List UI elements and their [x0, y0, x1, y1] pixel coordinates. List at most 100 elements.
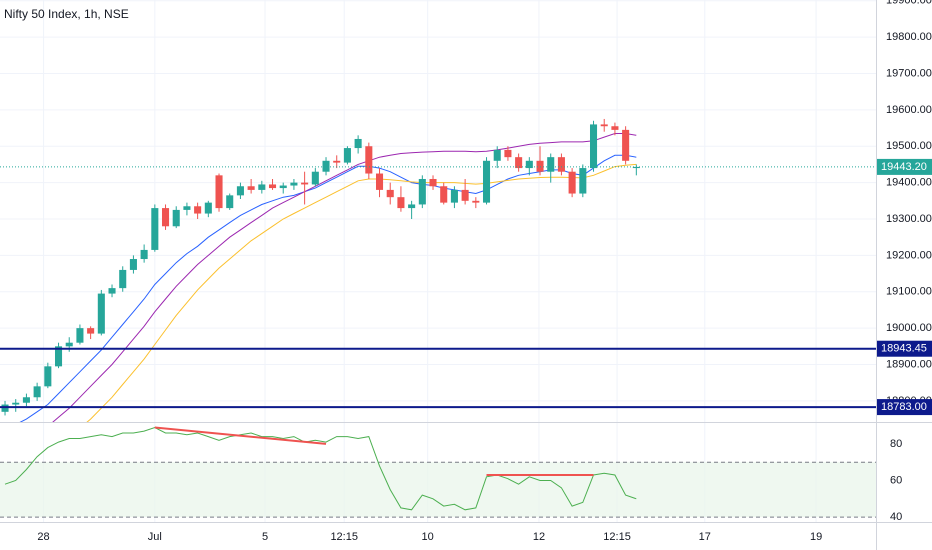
candle-body [504, 149, 512, 158]
x-tick-label: 28 [37, 531, 49, 543]
candle-body [365, 146, 373, 174]
candle-body [258, 184, 266, 190]
candle-body [450, 189, 458, 203]
axes: 18800.0018900.0019000.0019100.0019200.00… [37, 0, 932, 543]
candle-body [322, 160, 330, 172]
y-tick-label: 19700.00 [886, 67, 932, 79]
price-pane [0, 0, 876, 422]
x-tick-label: 12:15 [603, 531, 631, 543]
candle-body [600, 124, 608, 127]
candle-body [119, 269, 127, 289]
candle-body [65, 342, 73, 347]
candle-body [493, 149, 501, 161]
y-tick-label: 19100.00 [886, 286, 932, 298]
candle-body [568, 171, 576, 194]
y-tick-label: 19400.00 [886, 177, 932, 189]
candle-body [22, 397, 30, 403]
candle-body [108, 288, 116, 294]
candle-body [87, 328, 95, 334]
candle-body [343, 148, 351, 163]
candle-body [397, 197, 405, 209]
candle-body [290, 182, 298, 186]
price-label-box [877, 399, 932, 416]
y-tick-label: 19300.00 [886, 213, 932, 225]
chart-title: Nifty 50 Index, 1h, NSE [4, 7, 129, 21]
candle-body [472, 200, 480, 203]
candle-body [97, 293, 105, 334]
candle-body [482, 160, 491, 203]
rsi-band-fill [0, 462, 876, 518]
candle-body [515, 157, 523, 169]
price-label: 18783.00 [881, 401, 927, 413]
candle-body [557, 157, 565, 172]
rsi-tick-label: 40 [890, 511, 902, 523]
candle-body [386, 189, 394, 198]
price-label: 19443.20 [881, 161, 927, 173]
rsi-pane [0, 423, 876, 522]
x-tick-label: 12:15 [330, 531, 358, 543]
candle-body [161, 208, 170, 227]
candle-body [247, 186, 255, 190]
moving-average-line [86, 163, 637, 422]
candle-body [33, 386, 41, 398]
moving-average-line [52, 133, 637, 422]
rsi-tick-label: 60 [890, 474, 902, 486]
candle-body [375, 173, 384, 190]
moving-average-line [19, 154, 637, 422]
candle-body [12, 402, 20, 405]
candle-body [536, 160, 544, 172]
y-tick-label: 19000.00 [886, 322, 932, 334]
candle-body [226, 195, 234, 209]
candle-body [579, 168, 587, 194]
candle-body [311, 171, 319, 185]
price-label: 18943.45 [881, 343, 927, 355]
candle-body [279, 185, 287, 189]
x-tick-label: 10 [422, 531, 434, 543]
y-tick-label: 19800.00 [886, 31, 932, 43]
candle-body [418, 178, 426, 205]
price-label-box [877, 340, 932, 357]
rsi-line [4, 426, 637, 511]
candle-body [268, 184, 277, 189]
x-tick-label: 5 [262, 531, 268, 543]
candle-body [194, 206, 202, 214]
candle-body [236, 186, 244, 196]
candle-body [301, 182, 309, 185]
candle-body [408, 204, 416, 209]
candle-body [183, 206, 191, 210]
y-tick-label: 19900.00 [886, 0, 932, 7]
price-label-box [877, 158, 932, 175]
candle-body [611, 126, 619, 130]
candle-body [215, 175, 223, 209]
candle-body [622, 129, 630, 161]
candle-body [204, 202, 212, 214]
y-tick-label: 19600.00 [886, 104, 932, 116]
rsi-tick-label: 80 [890, 438, 902, 450]
candle-body [440, 186, 448, 203]
candle-body [589, 124, 598, 169]
candle-body [333, 160, 341, 163]
candle-body [461, 189, 469, 201]
x-tick-label: 12 [533, 531, 545, 543]
x-tick-label: 19 [810, 531, 822, 543]
x-tick-label: 17 [699, 531, 711, 543]
candle-body [429, 178, 437, 187]
candle-body [140, 249, 148, 260]
candle-body [354, 138, 362, 149]
candle-body [44, 366, 52, 387]
candle-body [172, 209, 180, 227]
x-tick-label: Jul [148, 531, 162, 543]
candle-body [151, 208, 159, 250]
candle-body [525, 160, 533, 169]
candle-body [54, 346, 63, 367]
candle-body [632, 166, 640, 169]
candle-body [76, 328, 84, 343]
candle-body [1, 404, 9, 412]
y-tick-label: 18900.00 [886, 358, 932, 370]
candle-body [547, 157, 555, 172]
rsi-trendline [154, 426, 327, 445]
y-tick-label: 19200.00 [886, 249, 932, 261]
y-tick-label: 19500.00 [886, 140, 932, 152]
